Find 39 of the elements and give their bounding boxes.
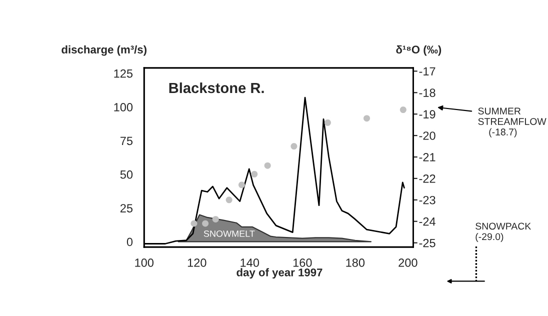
y-tick-label: 0 xyxy=(126,238,133,246)
x-tick-label: 140 xyxy=(240,258,260,267)
point xyxy=(202,220,209,227)
y-tick-label: 50 xyxy=(120,170,133,179)
y2-tick-label: -25 xyxy=(419,238,436,248)
y-tick-label: 100 xyxy=(114,103,133,112)
point xyxy=(400,106,406,114)
point xyxy=(290,143,298,150)
y2-tick-label: -18 xyxy=(419,88,436,98)
point xyxy=(190,220,198,227)
y2-tick-label: -22 xyxy=(419,174,436,183)
y2-tick-label: -23 xyxy=(419,196,436,204)
x-tick-label: 160 xyxy=(293,258,312,267)
point xyxy=(212,216,219,222)
point xyxy=(364,115,370,122)
text: Blackstone R. xyxy=(169,82,264,94)
y-axis-title: discharge (m³/s) xyxy=(62,45,146,56)
y2-tick-label: -20 xyxy=(419,132,436,140)
x-tick-label: 180 xyxy=(346,258,365,267)
text: SNOWPACK (-29.0) xyxy=(476,222,532,242)
x-axis-title: day of year 1997 xyxy=(236,268,322,279)
point xyxy=(238,182,245,188)
point xyxy=(251,170,258,178)
series-label: SNOWMELT xyxy=(204,230,255,237)
y-tick-label: 125 xyxy=(114,69,133,78)
text: SUMMER STREAMFLOW (-18.7) xyxy=(478,108,546,138)
y2-axis-title: δ¹⁸O (‰) xyxy=(396,45,442,56)
y2-tick-label: -19 xyxy=(419,110,436,118)
x-tick-label: 200 xyxy=(398,258,418,267)
y2-tick-label: -17 xyxy=(419,67,436,76)
point xyxy=(324,119,331,126)
y-tick-label: 75 xyxy=(120,136,133,146)
x-tick-label: 100 xyxy=(135,258,154,267)
y2-tick-label: -24 xyxy=(419,217,436,226)
y-tick-label: 25 xyxy=(120,204,133,212)
x-tick-label: 120 xyxy=(188,258,206,267)
point xyxy=(264,162,271,169)
point xyxy=(226,196,232,204)
y2-tick-label: -21 xyxy=(419,153,436,162)
